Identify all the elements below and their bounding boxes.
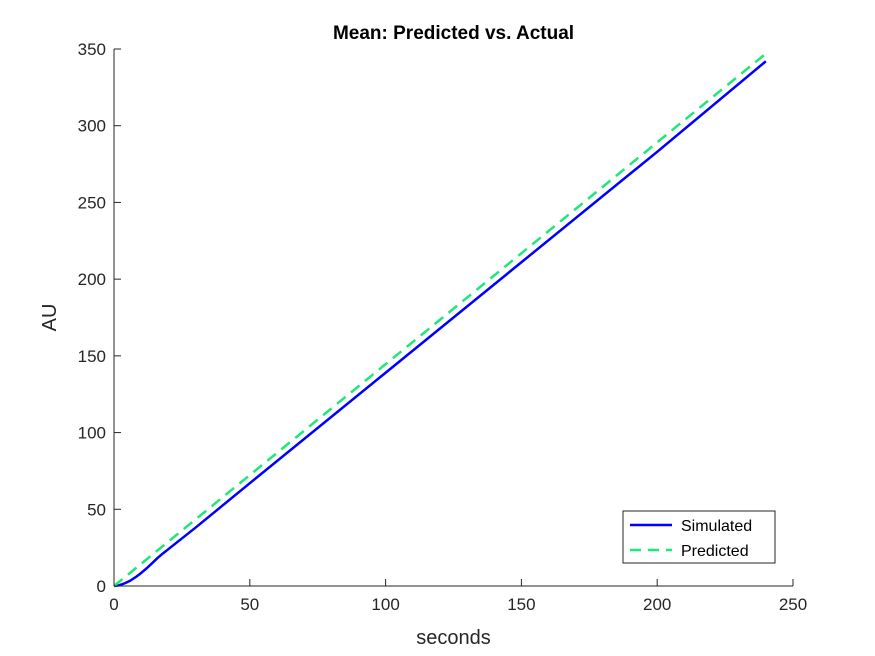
y-tick-label: 300 xyxy=(78,117,106,136)
legend: Simulated Predicted xyxy=(622,510,776,564)
x-tick-label: 50 xyxy=(240,595,259,614)
y-axis-label: AU xyxy=(39,304,61,332)
chart-title: Mean: Predicted vs. Actual xyxy=(333,23,574,44)
legend-label-simulated: Simulated xyxy=(681,518,752,535)
legend-box xyxy=(622,510,776,564)
series-group xyxy=(113,52,767,588)
y-tick-label: 350 xyxy=(78,40,106,59)
series-line-simulated xyxy=(113,60,767,588)
x-tick-label: 250 xyxy=(779,595,807,614)
x-axis-ticks: 0 50 100 150 200 250 xyxy=(109,579,807,614)
y-tick-label: 250 xyxy=(78,193,106,212)
y-tick-label: 150 xyxy=(78,347,106,366)
y-tick-label: 100 xyxy=(78,424,106,443)
y-tick-label: 50 xyxy=(87,500,106,519)
x-tick-label: 0 xyxy=(109,595,118,614)
series-line-predicted xyxy=(113,52,767,587)
legend-label-predicted: Predicted xyxy=(681,543,749,560)
x-tick-label: 150 xyxy=(507,595,535,614)
x-tick-label: 200 xyxy=(643,595,671,614)
y-tick-label: 200 xyxy=(78,270,106,289)
y-tick-label: 0 xyxy=(97,577,106,596)
x-axis-label: seconds xyxy=(416,627,491,649)
y-axis-ticks: 0 50 100 150 200 250 300 350 xyxy=(78,40,121,596)
x-tick-label: 100 xyxy=(371,595,399,614)
